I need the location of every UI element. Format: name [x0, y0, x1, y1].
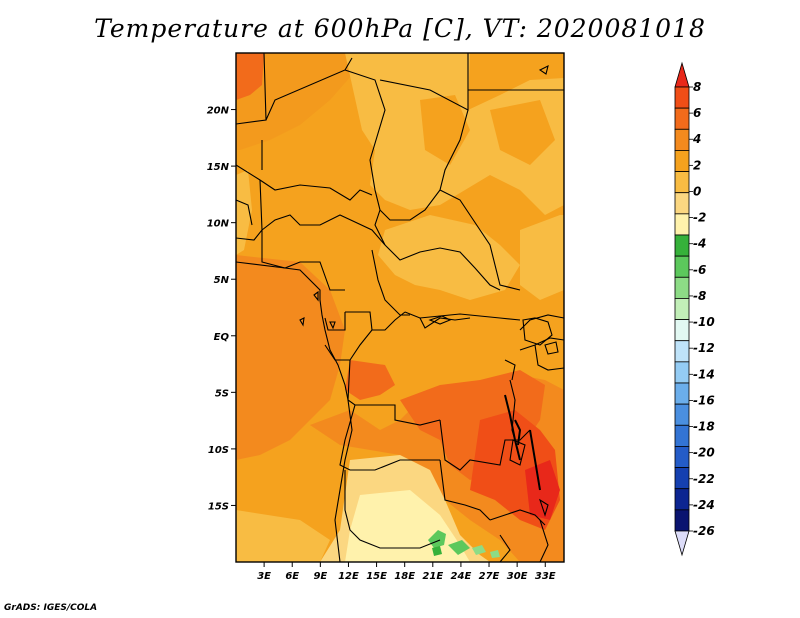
- colorbar-box: [674, 192, 690, 215]
- colorbar-box: [674, 424, 690, 447]
- colorbar-label: -24: [693, 498, 715, 512]
- colorbar-label: 8: [693, 80, 701, 94]
- colorbar-box: [674, 213, 690, 236]
- colorbar-label: -6: [693, 263, 706, 277]
- colorbar-box: [674, 488, 690, 511]
- colorbar-label: -20: [693, 446, 715, 460]
- credit-text: GrADS: IGES/COLA: [4, 603, 98, 613]
- lon-tick-label: 18E: [394, 571, 415, 582]
- lat-tick-label: 15N: [207, 162, 230, 173]
- colorbar-box: [674, 107, 690, 130]
- map-frame: [235, 52, 565, 563]
- colorbar-box: [674, 276, 690, 299]
- colorbar-box: [674, 382, 690, 405]
- colorbar-box: [674, 319, 690, 342]
- colorbar-box: [674, 361, 690, 384]
- lon-tick-label: 6E: [285, 571, 299, 582]
- colorbar-box: [674, 509, 690, 532]
- colorbar-label: 2: [693, 158, 701, 172]
- colorbar-box: [674, 171, 690, 194]
- country-borders: [236, 53, 564, 562]
- colorbar-box: [674, 340, 690, 363]
- lon-tick-label: 33E: [535, 571, 556, 582]
- lon-tick-label: 27E: [479, 571, 500, 582]
- colorbar-box: [674, 128, 690, 151]
- temperature-field: [236, 53, 564, 562]
- lon-tick-label: 24E: [451, 571, 472, 582]
- colorbar-box: [674, 298, 690, 320]
- colorbar-box: [674, 446, 690, 468]
- lat-tick-label: 10N: [207, 219, 230, 230]
- colorbar-box: [674, 467, 690, 490]
- colorbar-label: -22: [693, 472, 715, 486]
- colorbar-label: -2: [693, 211, 706, 225]
- lat-tick-label: 5N: [214, 275, 230, 286]
- colorbar-label: 4: [692, 132, 701, 146]
- lon-tick-label: 12E: [338, 571, 359, 582]
- lon-tick-label: 30E: [507, 571, 528, 582]
- colorbar-label: 0: [693, 184, 701, 198]
- lon-tick-label: 9E: [313, 571, 327, 582]
- colorbar-box: [674, 234, 690, 257]
- colorbar-box: [674, 86, 690, 109]
- colorbar-label: -8: [693, 289, 706, 303]
- lon-tick-label: 3E: [257, 571, 271, 582]
- lat-tick-label: 10S: [208, 445, 229, 456]
- lat-tick-label: 5S: [215, 388, 229, 399]
- colorbar-label: -14: [693, 367, 715, 381]
- colorbar-label: -4: [693, 237, 706, 251]
- colorbar-box: [674, 150, 690, 172]
- colorbar-label: 6: [693, 106, 701, 120]
- colorbar-label: -16: [693, 393, 715, 407]
- colorbar-top-triangle: [674, 61, 690, 88]
- colorbar-label: -26: [693, 524, 715, 538]
- lon-tick-label: 15E: [366, 571, 387, 582]
- longitude-axis: 3E 6E 9E 12E 15E 18E 21E 24E 27E 30E 33E: [257, 562, 556, 582]
- colorbar-label: -10: [693, 315, 715, 329]
- coastline: [236, 64, 559, 562]
- chart-title: Temperature at 600hPa [C], VT: 202008101…: [94, 14, 706, 43]
- lat-tick-label: EQ: [214, 332, 230, 343]
- latitude-axis: 20N 15N 10N 5N EQ 5S 10S 15S: [207, 106, 236, 512]
- colorbar-box: [674, 255, 690, 278]
- color-legend: 8 6 4 2 0 -2 -4 -6 -8 -10 -12 -14 -16 -18 -20 -22 -24 -26: [674, 61, 715, 557]
- colorbar-bottom-triangle: [674, 530, 690, 557]
- colorbar-label: -18: [693, 420, 715, 434]
- lon-tick-label: 21E: [422, 571, 443, 582]
- lat-tick-label: 15S: [208, 501, 229, 512]
- lat-tick-label: 20N: [207, 106, 230, 117]
- colorbar-box: [674, 403, 690, 426]
- colorbar-label: -12: [693, 341, 715, 355]
